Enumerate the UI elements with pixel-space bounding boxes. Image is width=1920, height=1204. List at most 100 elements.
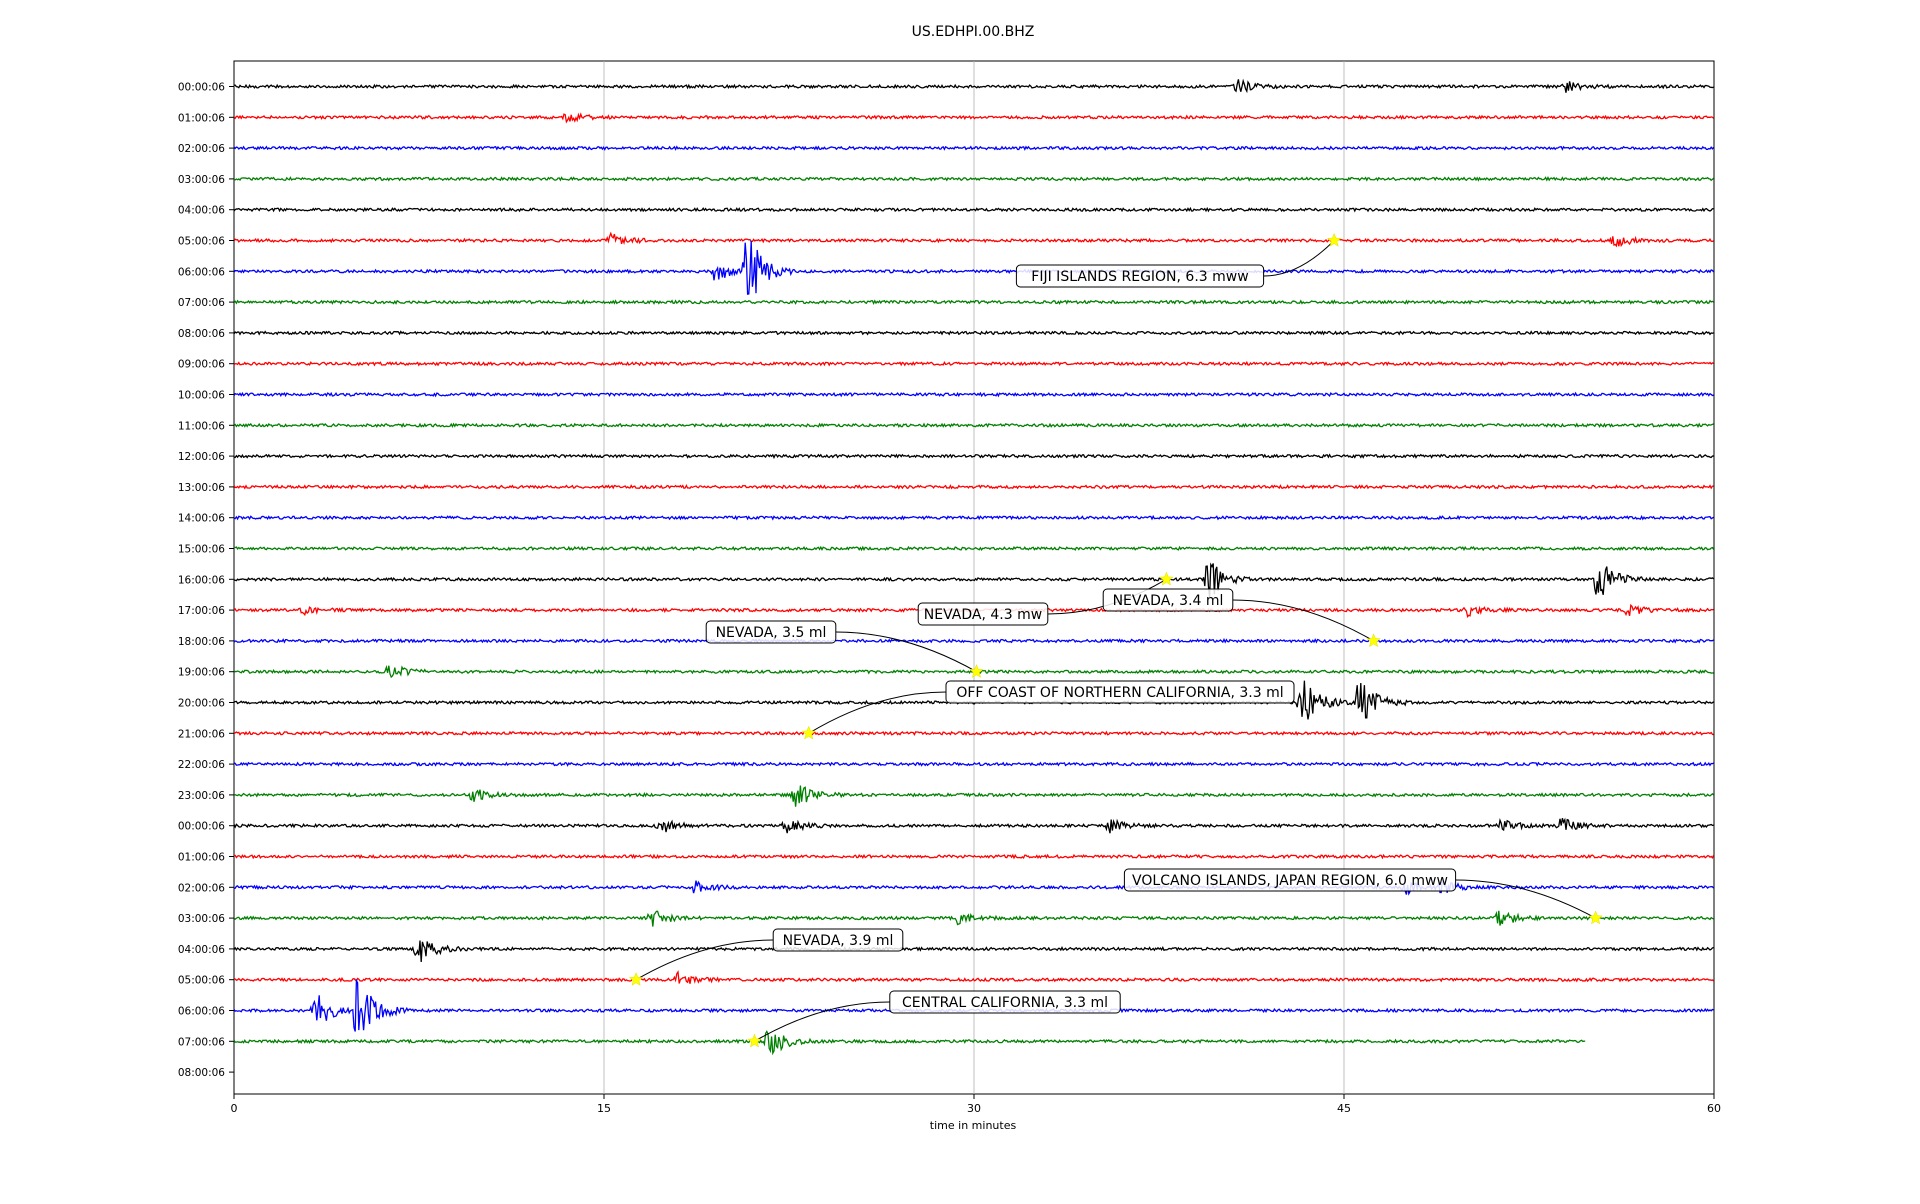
x-axis-label: time in minutes	[930, 1119, 1017, 1132]
seismogram-trace	[233, 145, 1715, 151]
seismogram-trace	[233, 299, 1714, 305]
y-tick-label: 06:00:06	[178, 266, 225, 278]
y-tick-label: 13:00:06	[178, 482, 225, 494]
seismogram-trace	[233, 112, 1715, 124]
event-label: VOLCANO ISLANDS, JAPAN REGION, 6.0 mww	[1132, 873, 1448, 889]
event-annotation: CENTRAL CALIFORNIA, 3.3 ml	[747, 990, 1121, 1048]
y-tick-label: 21:00:06	[178, 728, 225, 740]
event-star-marker	[747, 1033, 762, 1048]
seismogram-trace	[233, 562, 1715, 598]
y-tick-label: 04:00:06	[178, 944, 225, 956]
y-tick-label: 02:00:06	[178, 882, 225, 894]
y-tick-label: 00:00:06	[178, 82, 225, 94]
seismogram-trace	[233, 231, 1714, 248]
event-label: NEVADA, 3.4 ml	[1113, 593, 1224, 609]
event-star-marker	[801, 725, 817, 740]
seismogram-trace	[233, 453, 1714, 460]
event-connector	[808, 691, 947, 734]
seismogram-trace	[233, 206, 1714, 213]
x-tick-label: 60	[1707, 1102, 1721, 1115]
event-label-box	[1102, 588, 1234, 612]
y-tick-label: 04:00:06	[178, 205, 225, 217]
seismogram-trace	[233, 940, 1714, 962]
event-annotation: NEVADA, 3.9 ml	[628, 928, 904, 986]
seismogram-trace	[233, 970, 1714, 984]
event-connector	[1263, 240, 1335, 277]
event-star-marker	[1588, 910, 1603, 925]
y-tick-label: 03:00:06	[178, 913, 225, 925]
event-star-marker	[969, 663, 984, 678]
seismogram-trace	[233, 545, 1715, 552]
seismogram-trace	[233, 680, 1715, 720]
event-star-marker	[1326, 232, 1342, 247]
y-tick-label: 16:00:06	[178, 574, 225, 586]
event-star-marker	[1366, 633, 1381, 648]
y-tick-label: 00:00:06	[178, 821, 225, 833]
y-tick-label: 01:00:06	[178, 852, 225, 864]
event-annotation: VOLCANO ISLANDS, JAPAN REGION, 6.0 mww	[1123, 868, 1603, 925]
event-connector	[754, 1001, 890, 1042]
event-connector	[835, 631, 977, 673]
y-tick-label: 19:00:06	[178, 667, 225, 679]
event-label: CENTRAL CALIFORNIA, 3.3 ml	[902, 995, 1108, 1011]
event-label: NEVADA, 3.9 ml	[783, 933, 894, 949]
seismogram-trace	[233, 514, 1714, 521]
x-gridlines	[603, 61, 1345, 1094]
y-tick-label: 10:00:06	[178, 390, 225, 402]
event-star-marker	[1159, 571, 1174, 586]
y-tick-label: 05:00:06	[178, 975, 225, 987]
y-tick-label: 12:00:06	[178, 451, 225, 463]
seismogram-trace	[233, 817, 1714, 834]
seismogram-trace	[233, 878, 1715, 896]
seismogram-trace	[233, 78, 1714, 94]
y-tick-label: 23:00:06	[178, 790, 225, 802]
chart-title: US.EDHPI.00.BHZ	[912, 24, 1035, 40]
y-tick-label: 08:00:06	[178, 328, 225, 340]
event-annotations: FIJI ISLANDS REGION, 6.3 mww NEVADA, 4.3 …	[628, 232, 1603, 1048]
y-tick-label: 18:00:06	[178, 636, 225, 648]
seismogram-trace	[233, 853, 1715, 860]
event-label: OFF COAST OF NORTHERN CALIFORNIA, 3.3 ml	[956, 685, 1283, 701]
seismogram-trace	[233, 761, 1714, 768]
seismogram-trace	[233, 637, 1714, 644]
seismogram-trace	[233, 330, 1714, 336]
x-tick-label: 30	[967, 1102, 981, 1115]
y-tick-label: 07:00:06	[178, 297, 225, 309]
y-tick-label: 01:00:06	[178, 112, 225, 124]
x-tick-label: 45	[1337, 1102, 1351, 1115]
y-tick-label: 17:00:06	[178, 605, 225, 617]
event-connector	[1455, 879, 1596, 919]
y-tick-label: 09:00:06	[178, 359, 225, 371]
seismogram-trace	[233, 785, 1714, 807]
x-tick-label: 0	[231, 1102, 238, 1115]
x-tick-labels: 0 15 30 45 60	[231, 1094, 1721, 1115]
seismogram-traces	[233, 78, 1715, 1056]
event-connector	[635, 939, 774, 981]
y-tick-labels: 00:00:06 01:00:06 02:00:06 03:00:06 04:00:06…	[178, 82, 234, 1079]
seismogram-trace	[233, 391, 1714, 398]
seismogram-trace	[233, 910, 1714, 927]
seismogram-trace	[233, 422, 1714, 429]
event-annotation: NEVADA, 3.5 ml	[705, 620, 984, 678]
y-tick-label: 08:00:06	[178, 1067, 225, 1079]
y-tick-label: 22:00:06	[178, 759, 225, 771]
event-label: FIJI ISLANDS REGION, 6.3 mww	[1031, 269, 1248, 285]
y-tick-label: 06:00:06	[178, 1006, 225, 1018]
event-annotation: NEVADA, 3.4 ml	[1102, 588, 1381, 648]
event-annotation: FIJI ISLANDS REGION, 6.3 mww	[1015, 232, 1342, 288]
y-tick-label: 11:00:06	[178, 420, 225, 432]
event-label: NEVADA, 3.5 ml	[716, 625, 827, 641]
seismogram-trace	[233, 484, 1714, 490]
seismogram-trace	[233, 360, 1714, 367]
event-star-marker	[628, 971, 644, 986]
seismogram-trace	[233, 730, 1714, 737]
y-tick-label: 15:00:06	[178, 544, 225, 556]
y-tick-label: 05:00:06	[178, 236, 225, 248]
y-tick-label: 20:00:06	[178, 698, 225, 710]
event-label: NEVADA, 4.3 mw	[924, 607, 1042, 623]
y-tick-label: 03:00:06	[178, 174, 225, 186]
event-connector	[1232, 599, 1374, 642]
x-tick-label: 15	[597, 1102, 611, 1115]
